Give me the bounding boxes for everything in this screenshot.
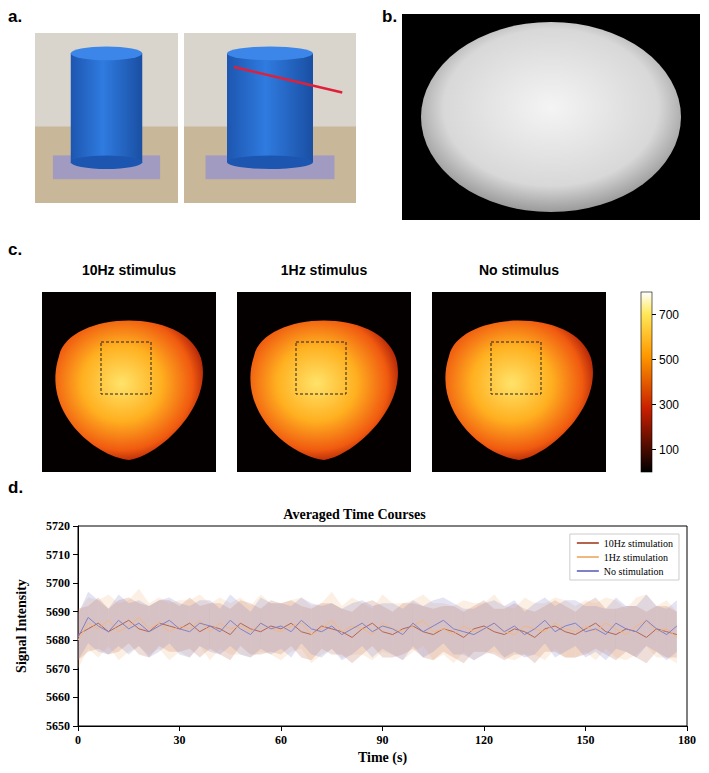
svg-text:0: 0 xyxy=(75,733,81,747)
svg-text:No stimulus: No stimulus xyxy=(479,262,559,278)
svg-text:10Hz stimulus: 10Hz stimulus xyxy=(82,262,176,278)
svg-text:10Hz stimulation: 10Hz stimulation xyxy=(604,538,673,549)
svg-text:a.: a. xyxy=(8,7,22,26)
svg-text:700: 700 xyxy=(659,308,679,322)
svg-text:60: 60 xyxy=(275,733,287,747)
svg-text:5660: 5660 xyxy=(46,690,70,704)
svg-text:5710: 5710 xyxy=(46,548,70,562)
svg-text:Signal Intensity: Signal Intensity xyxy=(14,579,29,673)
svg-text:90: 90 xyxy=(377,733,389,747)
svg-text:100: 100 xyxy=(659,443,679,457)
svg-text:5680: 5680 xyxy=(46,633,70,647)
svg-text:30: 30 xyxy=(174,733,186,747)
svg-text:No stimulation: No stimulation xyxy=(604,566,664,577)
svg-text:1Hz stimulation: 1Hz stimulation xyxy=(604,552,668,563)
svg-text:5670: 5670 xyxy=(46,662,70,676)
svg-text:b.: b. xyxy=(382,7,397,26)
svg-text:d.: d. xyxy=(8,478,23,497)
svg-text:150: 150 xyxy=(577,733,595,747)
svg-text:Averaged Time Courses: Averaged Time Courses xyxy=(283,507,426,522)
svg-text:120: 120 xyxy=(475,733,493,747)
svg-text:1Hz stimulus: 1Hz stimulus xyxy=(281,262,368,278)
svg-text:500: 500 xyxy=(659,353,679,367)
svg-text:5720: 5720 xyxy=(46,519,70,533)
svg-text:5650: 5650 xyxy=(46,719,70,733)
svg-text:c.: c. xyxy=(8,240,22,259)
svg-text:5690: 5690 xyxy=(46,605,70,619)
svg-text:Time (s): Time (s) xyxy=(358,750,407,766)
svg-text:300: 300 xyxy=(659,398,679,412)
svg-text:5700: 5700 xyxy=(46,576,70,590)
svg-text:180: 180 xyxy=(678,733,696,747)
